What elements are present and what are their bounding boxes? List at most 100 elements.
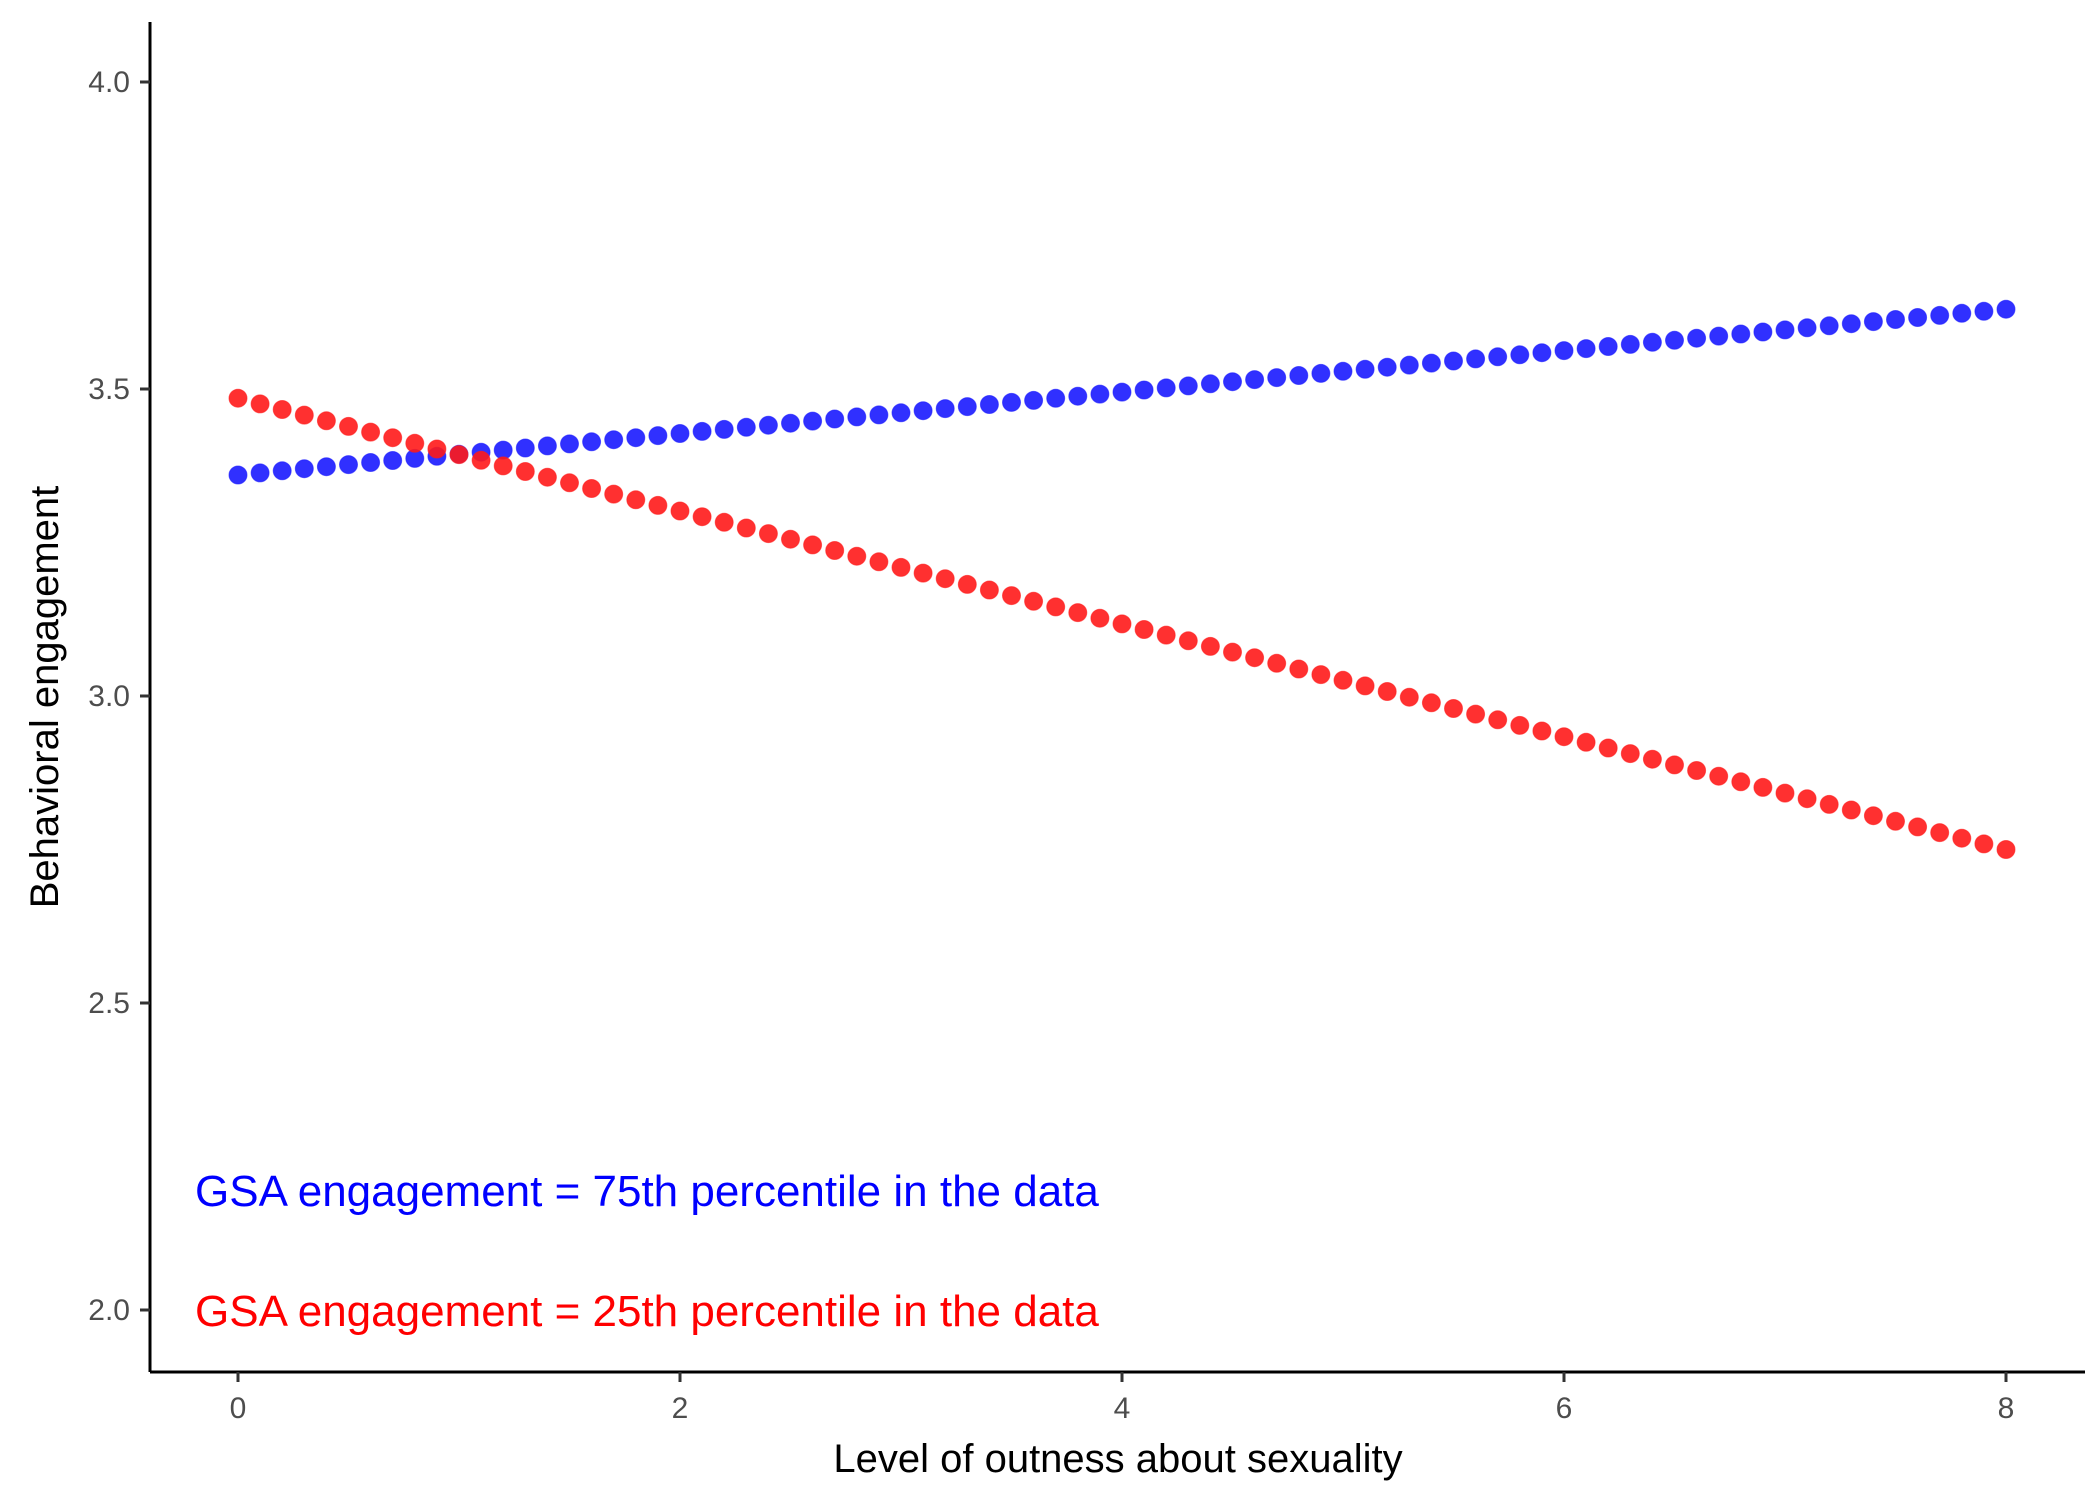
- data-point: [758, 524, 778, 544]
- data-point: [405, 433, 425, 453]
- data-point: [736, 518, 756, 538]
- data-point: [427, 439, 447, 459]
- y-tick-label: 3.0: [88, 680, 130, 713]
- data-point: [781, 529, 800, 549]
- data-point: [560, 473, 579, 493]
- data-point: [471, 450, 491, 470]
- data-point: [1024, 591, 1044, 611]
- data-point: [869, 552, 889, 572]
- data-point: [1178, 631, 1198, 651]
- data-point: [582, 432, 602, 452]
- data-point: [1289, 366, 1309, 385]
- data-point: [1488, 347, 1508, 367]
- data-point: [1863, 806, 1883, 826]
- data-point: [1952, 303, 1972, 323]
- data-point: [1620, 334, 1640, 354]
- data-point: [1002, 392, 1021, 412]
- data-point: [1002, 586, 1021, 606]
- data-point: [758, 415, 778, 435]
- data-point: [1289, 659, 1309, 679]
- data-point: [714, 512, 734, 532]
- data-point: [493, 456, 513, 476]
- data-point: [582, 479, 602, 498]
- data-point: [957, 574, 977, 594]
- data-point: [692, 507, 712, 527]
- data-point: [316, 411, 336, 431]
- data-point: [1112, 614, 1132, 634]
- data-point: [1178, 376, 1198, 396]
- data-point: [339, 455, 358, 475]
- data-point: [1156, 625, 1176, 645]
- data-point: [1797, 318, 1817, 338]
- x-ticks: 0 2 4 6 8: [230, 1372, 2015, 1425]
- data-point: [626, 490, 646, 510]
- data-point: [1642, 332, 1662, 352]
- data-point: [1532, 721, 1552, 741]
- data-point: [1819, 316, 1839, 336]
- y-ticks: 2.0 2.5 3.0 3.5 4.0: [88, 66, 150, 1327]
- y-tick-label: 2.5: [88, 987, 130, 1020]
- data-point: [1753, 322, 1773, 342]
- data-point: [847, 546, 867, 566]
- data-point: [803, 535, 823, 555]
- data-point: [979, 580, 999, 600]
- data-point: [1333, 361, 1353, 381]
- x-axis-title: Level of outness about sexuality: [833, 1437, 1402, 1481]
- data-point: [1223, 642, 1242, 662]
- data-point: [1200, 636, 1220, 656]
- data-point: [913, 401, 933, 421]
- data-point: [957, 397, 977, 417]
- data-point: [1797, 789, 1817, 809]
- series-0: [228, 299, 2016, 485]
- data-point: [803, 411, 823, 431]
- data-point: [1311, 665, 1331, 685]
- data-point: [1598, 337, 1618, 356]
- data-point: [1024, 390, 1044, 410]
- data-point: [825, 409, 845, 429]
- data-point: [1267, 653, 1287, 673]
- data-point: [250, 463, 270, 483]
- data-point: [272, 461, 292, 481]
- data-point: [361, 422, 381, 442]
- data-point: [1996, 840, 2016, 859]
- y-axis-title: Behavioral engagement: [23, 486, 67, 909]
- data-point: [1156, 378, 1176, 398]
- data-point: [1775, 783, 1795, 803]
- data-point: [869, 405, 889, 425]
- data-point: [1090, 608, 1110, 628]
- x-tick-label: 8: [1998, 1392, 2015, 1425]
- data-point: [1333, 670, 1353, 690]
- data-point: [1046, 597, 1066, 617]
- data-point: [537, 467, 557, 487]
- data-point: [1488, 710, 1508, 730]
- x-tick-label: 2: [672, 1392, 689, 1425]
- data-point: [1863, 312, 1883, 332]
- data-point: [1930, 305, 1950, 325]
- data-point: [339, 416, 358, 436]
- x-tick-label: 4: [1114, 1392, 1131, 1425]
- data-point: [383, 451, 403, 470]
- data-point: [1223, 372, 1242, 392]
- data-point: [692, 421, 712, 441]
- data-point: [1444, 699, 1463, 718]
- data-point: [1355, 359, 1375, 379]
- data-point: [1687, 328, 1707, 348]
- data-point: [913, 563, 933, 583]
- data-point: [1819, 794, 1839, 814]
- data-point: [1886, 310, 1905, 329]
- data-point: [1554, 727, 1574, 747]
- data-point: [935, 569, 955, 589]
- data-point: [670, 424, 690, 443]
- data-point: [1576, 732, 1596, 752]
- data-point: [316, 457, 336, 477]
- data-point: [1598, 738, 1618, 758]
- data-point: [1731, 324, 1751, 344]
- data-point: [1532, 343, 1552, 363]
- data-point: [1952, 828, 1972, 848]
- data-point: [1112, 382, 1132, 402]
- data-point: [648, 426, 668, 446]
- data-point: [1444, 351, 1463, 371]
- data-point: [781, 413, 800, 433]
- data-point: [1510, 715, 1530, 735]
